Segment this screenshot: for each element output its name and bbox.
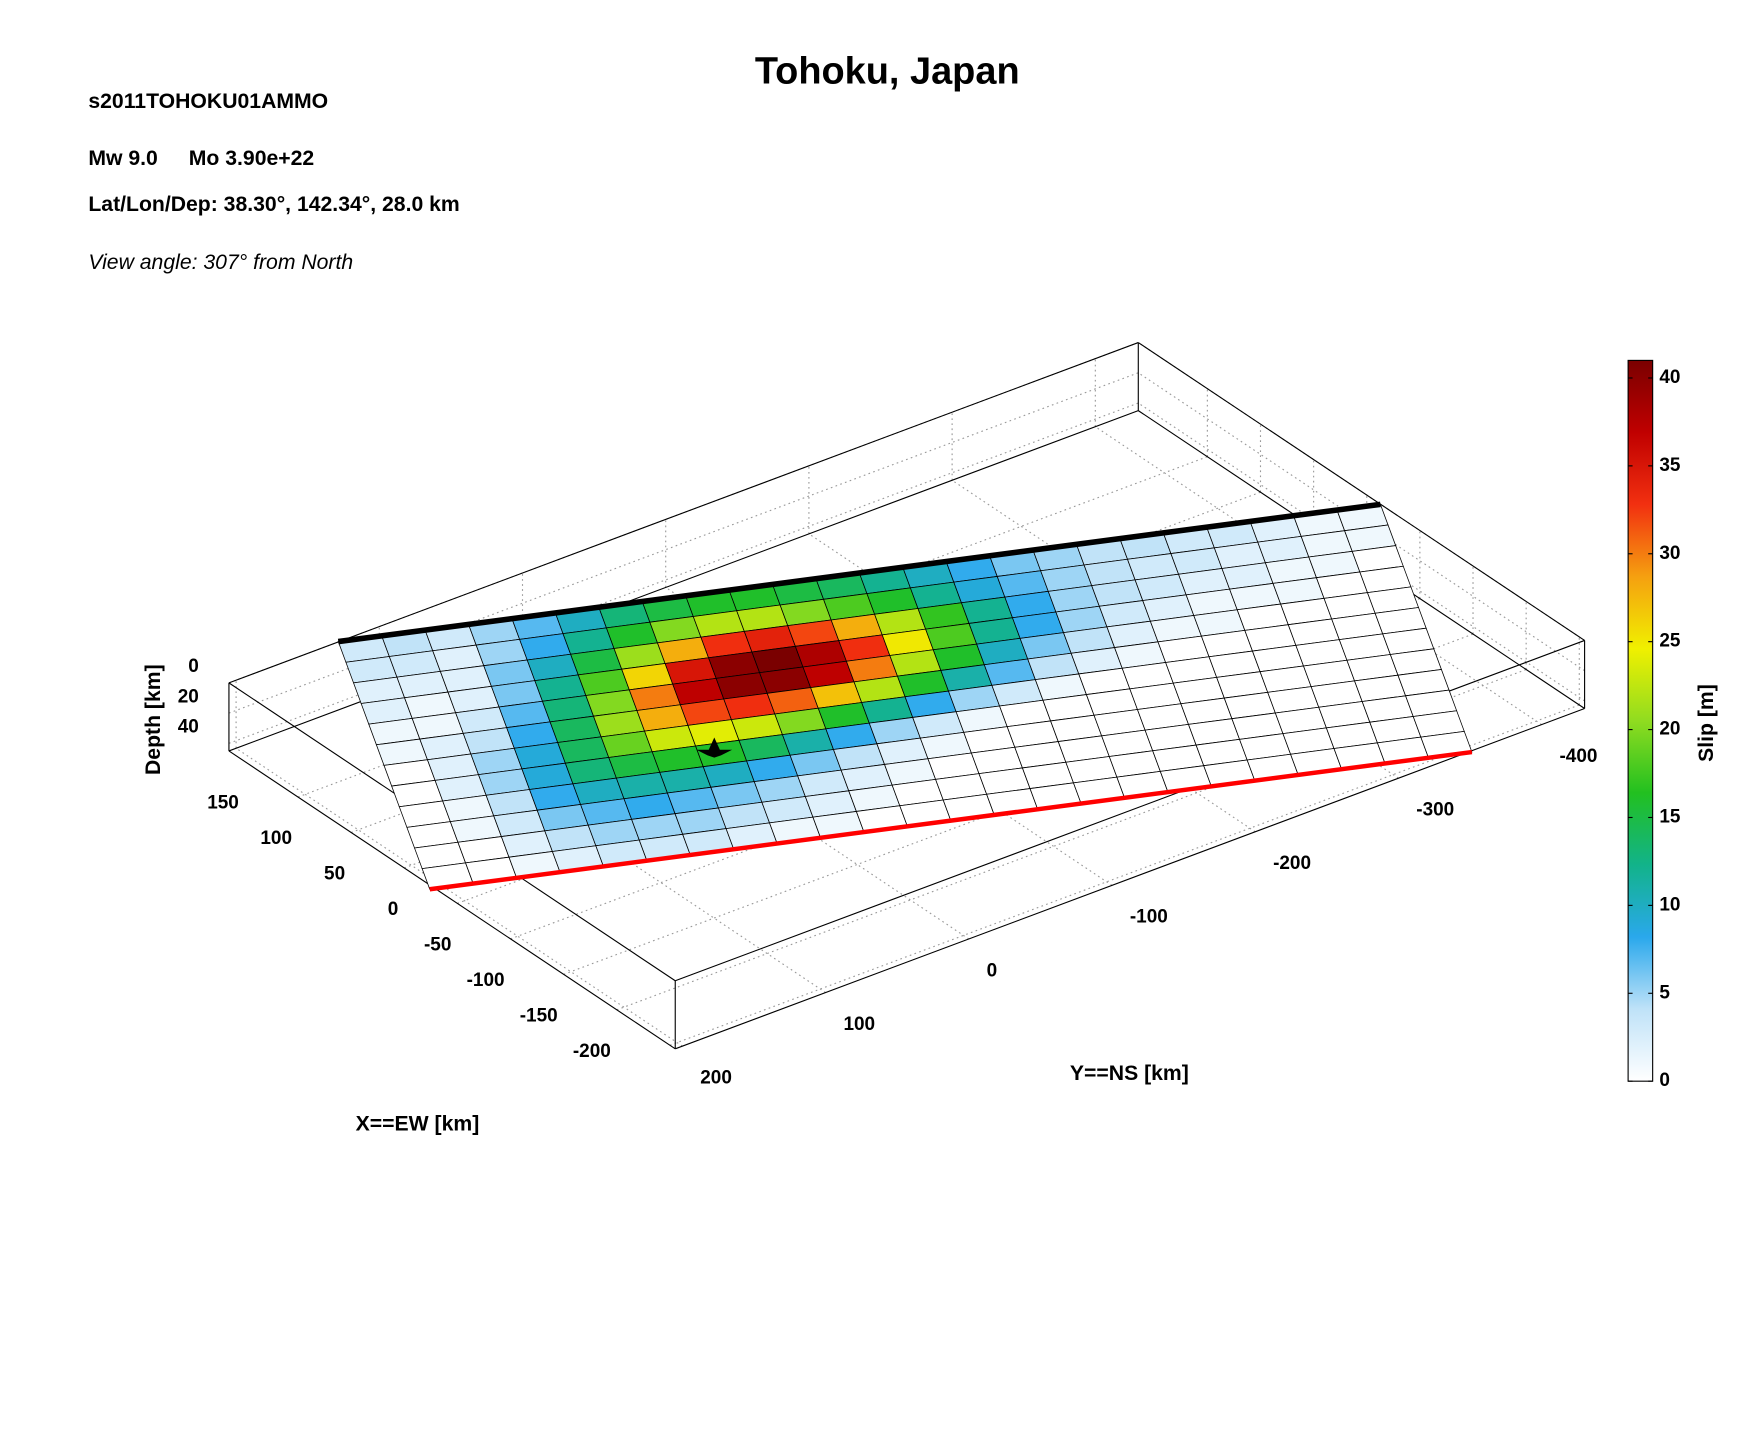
moment: Mo 3.90e+22 — [189, 147, 314, 170]
z-tick-label: 40 — [178, 717, 199, 738]
z-tick-label: 0 — [188, 656, 199, 677]
location: Lat/Lon/Dep: 38.30°, 142.34°, 28.0 km — [88, 193, 459, 216]
z-axis-label: Depth [km] — [142, 664, 165, 775]
x-tick-label: 150 — [207, 793, 239, 814]
y-tick-label: 200 — [700, 1068, 732, 1089]
box-edge — [228, 750, 676, 1050]
colorbar-tick-label: 40 — [1659, 367, 1680, 388]
grid-line — [1137, 402, 1585, 702]
z-tick-label: 20 — [178, 686, 199, 707]
grid-line — [1137, 372, 1585, 672]
colorbar-tick-label: 35 — [1659, 455, 1681, 476]
x-tick-label: 50 — [324, 864, 345, 885]
view-angle: View angle: 307° from North — [88, 251, 353, 274]
x-tick-label: -100 — [467, 970, 505, 991]
event-id: s2011TOHOKU01AMMO — [88, 90, 328, 113]
hypocenter-star — [696, 737, 733, 758]
y-tick-label: -100 — [1130, 907, 1168, 928]
y-tick-label: -400 — [1559, 746, 1597, 767]
y-tick-label: 0 — [987, 960, 998, 981]
axes-box — [228, 342, 1586, 1050]
colorbar-tick-label: 10 — [1659, 894, 1680, 915]
box-edge — [1137, 342, 1585, 641]
colorbar-tick-label: 15 — [1659, 806, 1681, 827]
grid-line — [951, 479, 1399, 779]
fault-plane — [337, 501, 1473, 892]
colorbar-tick-label: 5 — [1659, 982, 1670, 1003]
top-edge — [337, 501, 1381, 645]
y-tick-label: -200 — [1273, 853, 1311, 874]
chart-title: Tohoku, Japan — [755, 51, 1020, 93]
x-axis-label: X==EW [km] — [356, 1112, 480, 1135]
grid-line — [235, 747, 683, 1047]
grid-line — [669, 704, 1580, 1046]
bottom-edge — [429, 749, 1473, 892]
box-edge — [228, 342, 1139, 684]
x-tick-label: -50 — [424, 935, 451, 956]
labels: -200-150-100-500501001502001000-100-200-… — [178, 656, 1598, 1088]
magnitude: Mw 9.0 — [88, 147, 157, 170]
colorbar-tick-label: 30 — [1659, 543, 1680, 564]
x-tick-label: 0 — [388, 899, 399, 920]
colorbar-tick-label: 20 — [1659, 719, 1680, 740]
x-tick-label: -200 — [573, 1041, 611, 1062]
colorbar-tick-label: 25 — [1659, 631, 1681, 652]
colorbar — [1627, 359, 1654, 1082]
colorbar-label: Slip [m] — [1695, 684, 1718, 762]
x-tick-label: 100 — [260, 828, 292, 849]
y-tick-label: -300 — [1416, 800, 1454, 821]
grid-line — [1095, 426, 1542, 726]
x-tick-label: -150 — [520, 1006, 558, 1027]
y-tick-label: 100 — [843, 1014, 875, 1035]
y-axis-label: Y==NS [km] — [1070, 1062, 1189, 1085]
box-edge — [675, 707, 1585, 1050]
colorbar-tick-label: 0 — [1659, 1070, 1670, 1091]
